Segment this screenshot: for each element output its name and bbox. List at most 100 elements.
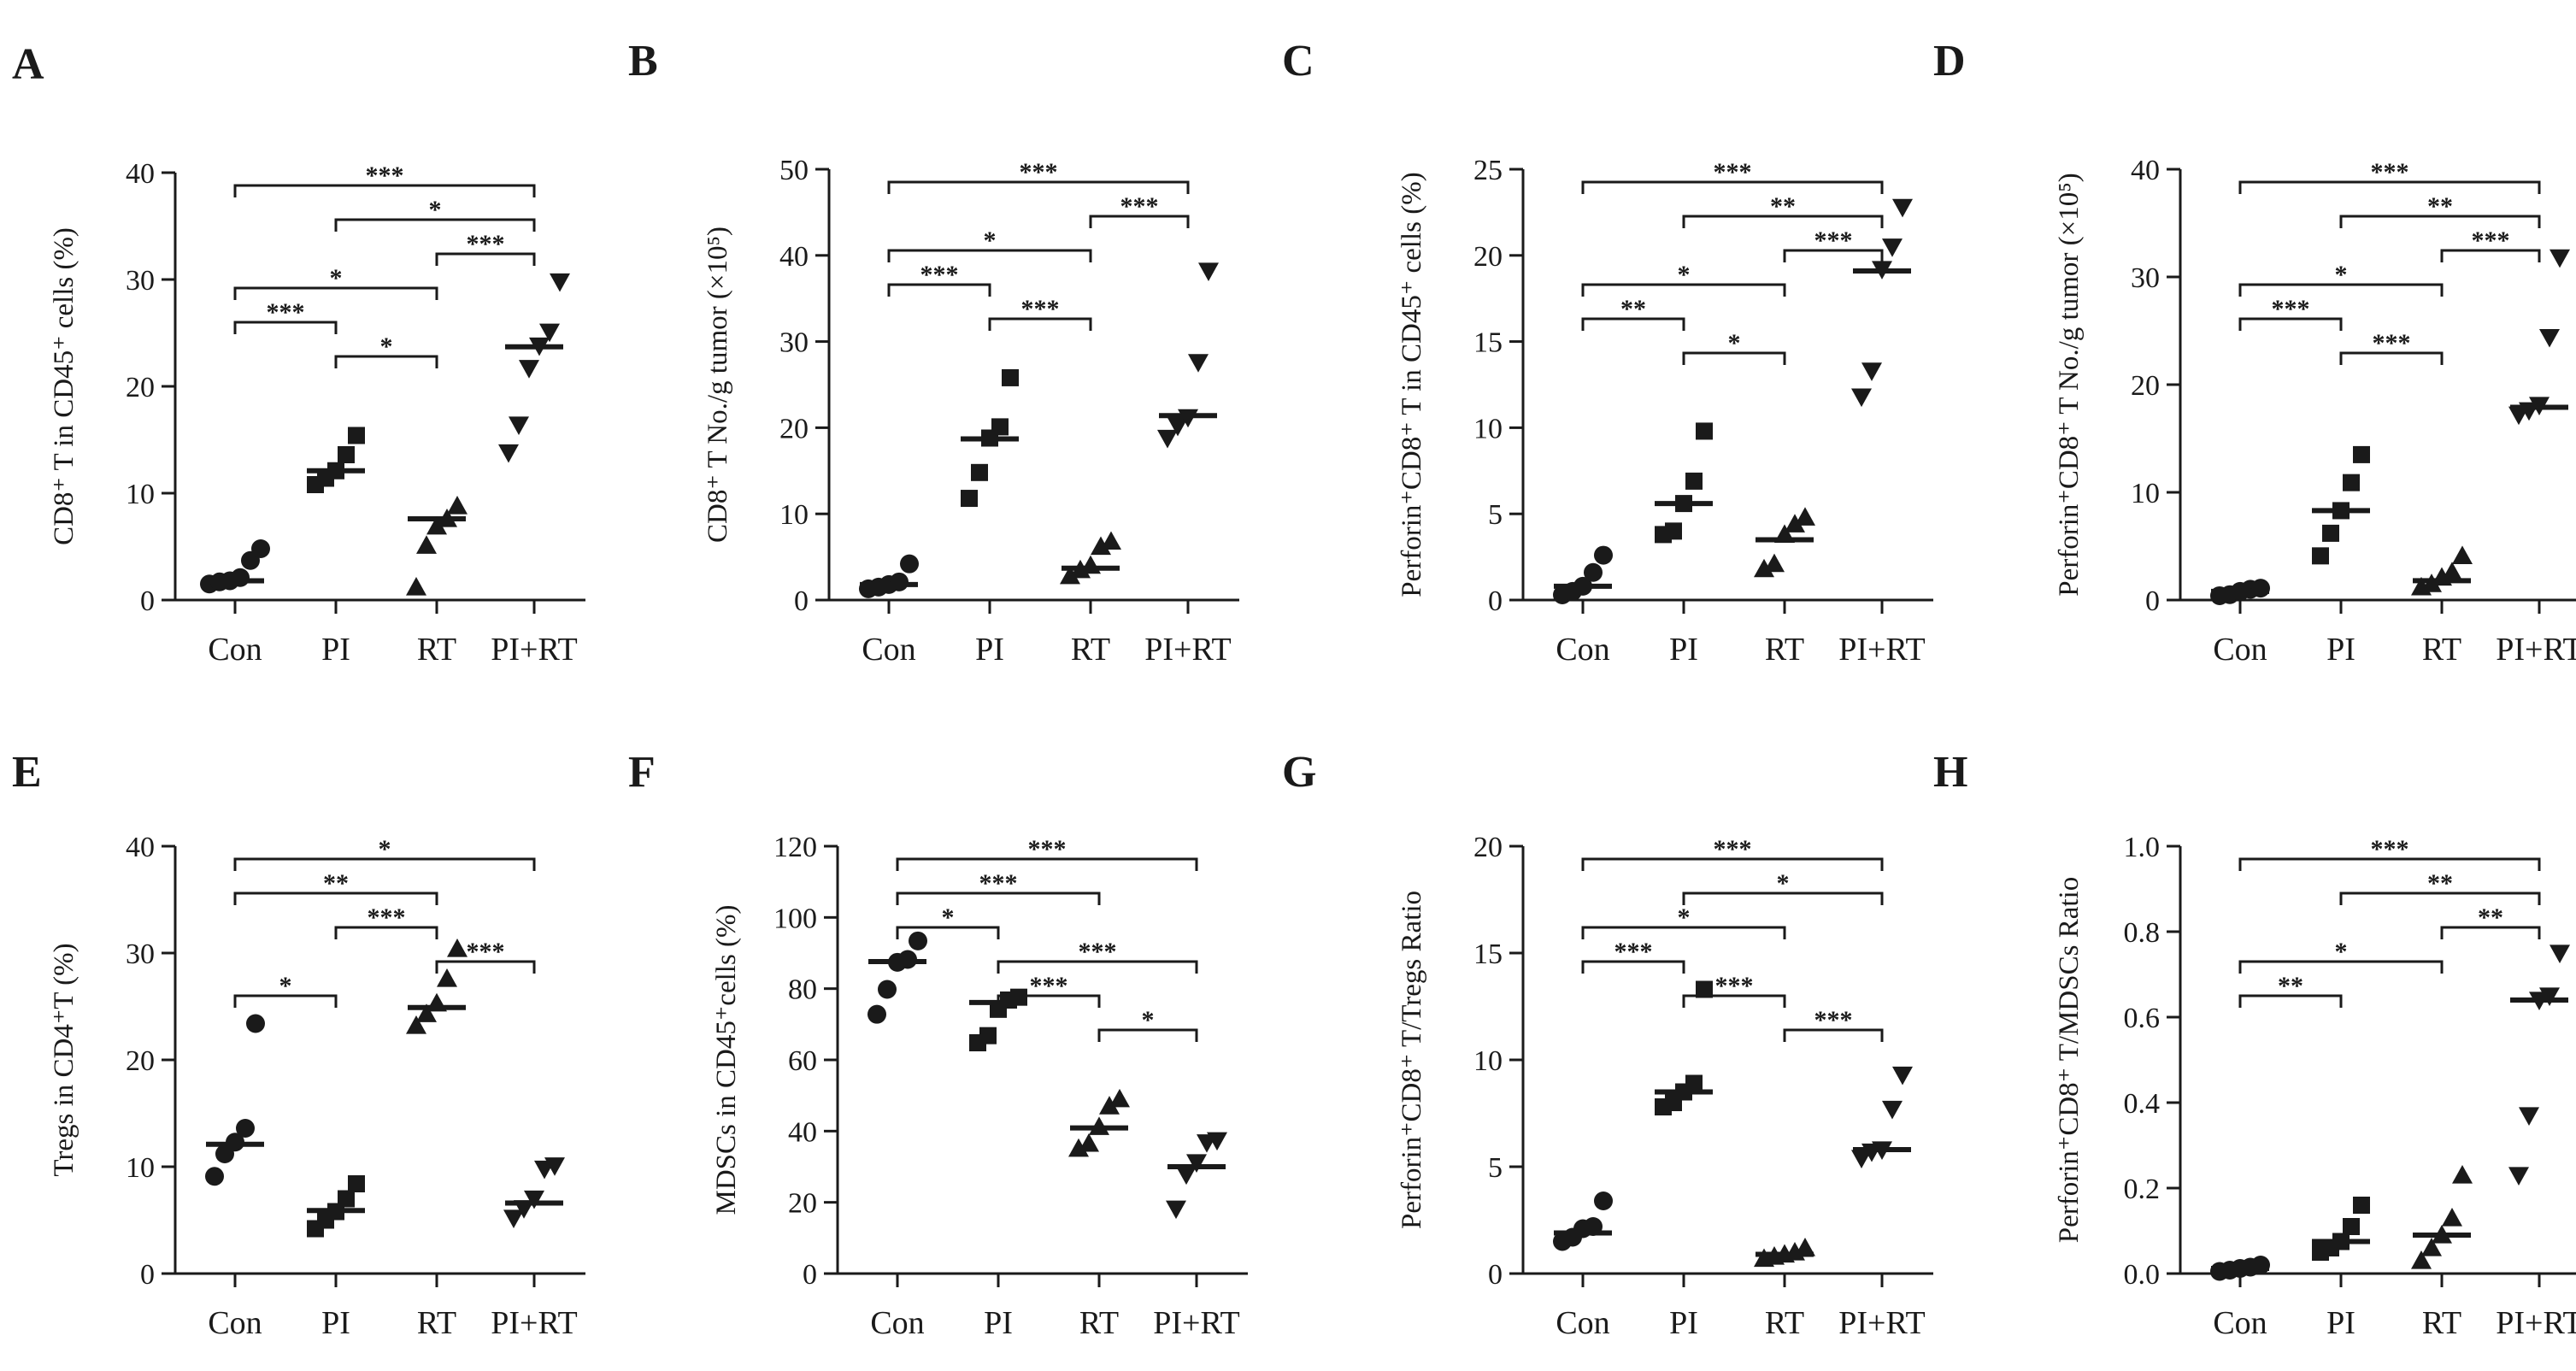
data-point xyxy=(447,496,468,515)
data-point xyxy=(447,939,468,957)
y-axis-title: Perforin⁺CD8⁺ T/MDSCs Ratio xyxy=(2054,877,2085,1243)
x-category-label: PI xyxy=(2326,632,2355,668)
data-point xyxy=(2343,1218,2360,1235)
data-point xyxy=(979,1027,997,1044)
data-point xyxy=(498,444,519,463)
y-tick-label: 20 xyxy=(2131,370,2160,402)
data-point xyxy=(2442,1208,2462,1227)
panel-letter: F xyxy=(628,748,656,797)
x-category-label: Con xyxy=(862,632,915,668)
significance-stars: ** xyxy=(2427,869,2453,897)
y-tick-label: 60 xyxy=(788,1045,817,1077)
x-category-label: RT xyxy=(2422,632,2461,668)
significance-bracket xyxy=(988,317,1092,331)
significance-bracket xyxy=(233,321,338,334)
y-tick-label: 30 xyxy=(126,265,155,297)
x-category-label: PI xyxy=(1669,1305,1698,1341)
data-point xyxy=(2452,545,2473,564)
significance-stars: *** xyxy=(2371,835,2409,863)
significance-stars: * xyxy=(379,835,391,863)
y-tick-label: 30 xyxy=(779,327,809,359)
x-category-label: Con xyxy=(2213,1305,2267,1341)
x-category-label: PI xyxy=(1669,632,1698,668)
x-category-label: PI xyxy=(2326,1305,2355,1341)
significance-bracket xyxy=(896,926,1000,939)
significance-bracket xyxy=(2238,857,2541,871)
significance-bracket xyxy=(997,994,1101,1008)
y-axis-title: Tregs in CD4⁺T (%) xyxy=(49,943,79,1176)
x-category-label: RT xyxy=(1765,1305,1804,1341)
data-point xyxy=(2322,524,2339,542)
significance-stars: ** xyxy=(1770,192,1796,221)
data-point xyxy=(231,568,250,587)
data-point xyxy=(2539,987,2560,1006)
data-point xyxy=(1101,531,1121,550)
significance-stars: *** xyxy=(1030,972,1068,1000)
y-tick-label: 0.0 xyxy=(2124,1259,2161,1291)
significance-stars: * xyxy=(984,227,997,255)
significance-stars: *** xyxy=(467,230,505,258)
x-category-label: PI+RT xyxy=(491,632,578,668)
y-tick-label: 10 xyxy=(1473,413,1503,444)
y-tick-label: 0 xyxy=(1488,1259,1503,1291)
significance-bracket xyxy=(1682,215,1884,228)
y-tick-label: 20 xyxy=(788,1188,817,1220)
data-point xyxy=(1157,429,1178,449)
data-point xyxy=(1882,1100,1903,1120)
significance-bracket xyxy=(1783,249,1884,262)
significance-stars: *** xyxy=(1814,227,1853,255)
y-tick-label: 20 xyxy=(779,413,809,444)
data-point xyxy=(519,360,539,379)
x-category-label: PI xyxy=(321,1305,350,1341)
data-point xyxy=(1188,354,1209,373)
data-point xyxy=(1186,1154,1207,1173)
x-category-label: Con xyxy=(1556,1305,1609,1341)
data-point xyxy=(1892,1066,1913,1086)
y-tick-label: 10 xyxy=(126,479,155,510)
significance-stars: ** xyxy=(323,869,349,897)
y-tick-label: 40 xyxy=(788,1116,817,1148)
y-tick-label: 0.2 xyxy=(2124,1174,2161,1205)
data-point xyxy=(1754,558,1774,578)
y-tick-label: 20 xyxy=(1473,832,1503,863)
data-point xyxy=(971,463,988,481)
data-point xyxy=(878,980,897,999)
significance-stars: *** xyxy=(1715,972,1754,1000)
data-point xyxy=(437,968,457,987)
significance-stars: ** xyxy=(2278,972,2303,1000)
panel-letter: E xyxy=(12,748,42,797)
significance-bracket xyxy=(1097,1028,1198,1042)
y-tick-label: 15 xyxy=(1473,327,1503,359)
y-tick-label: 50 xyxy=(779,155,809,186)
y-tick-label: 15 xyxy=(1473,939,1503,970)
x-category-label: RT xyxy=(1071,632,1110,668)
x-category-label: PI+RT xyxy=(2496,632,2576,668)
data-point xyxy=(2519,1107,2539,1126)
significance-stars: * xyxy=(279,972,292,1000)
x-category-label: PI xyxy=(984,1305,1013,1341)
data-point xyxy=(1068,1138,1089,1157)
data-point xyxy=(1665,522,1682,540)
significance-stars: *** xyxy=(1714,835,1752,863)
data-point xyxy=(2550,944,2570,963)
data-point xyxy=(1685,472,1703,490)
significance-stars: * xyxy=(380,332,393,361)
y-tick-label: 40 xyxy=(126,832,155,863)
data-point xyxy=(1198,262,1219,281)
data-point xyxy=(2421,1238,2442,1256)
panel-H: H 0.0 0.2 0.4 0.6 0.8 1.0 Con PI RT PI+RT Perforin⁺… xyxy=(1933,748,2576,1341)
data-point xyxy=(1851,1150,1872,1168)
panel-C: C 0 5 10 15 20 25 Con PI RT PI+RT Perforin⁺CD8⁺ T i… xyxy=(1282,37,1933,668)
y-tick-label: 0 xyxy=(803,1259,817,1291)
data-point xyxy=(1861,362,1882,381)
significance-stars: *** xyxy=(2472,227,2510,255)
data-point xyxy=(961,490,978,508)
y-axis-title: MDSCs in CD45⁺cells (%) xyxy=(711,905,742,1215)
data-point xyxy=(406,577,426,596)
data-point xyxy=(416,535,437,554)
significance-stars: * xyxy=(429,196,442,224)
significance-bracket xyxy=(435,960,536,974)
significance-bracket xyxy=(2339,351,2444,365)
y-tick-label: 0 xyxy=(1488,585,1503,617)
significance-stars: * xyxy=(942,903,955,932)
